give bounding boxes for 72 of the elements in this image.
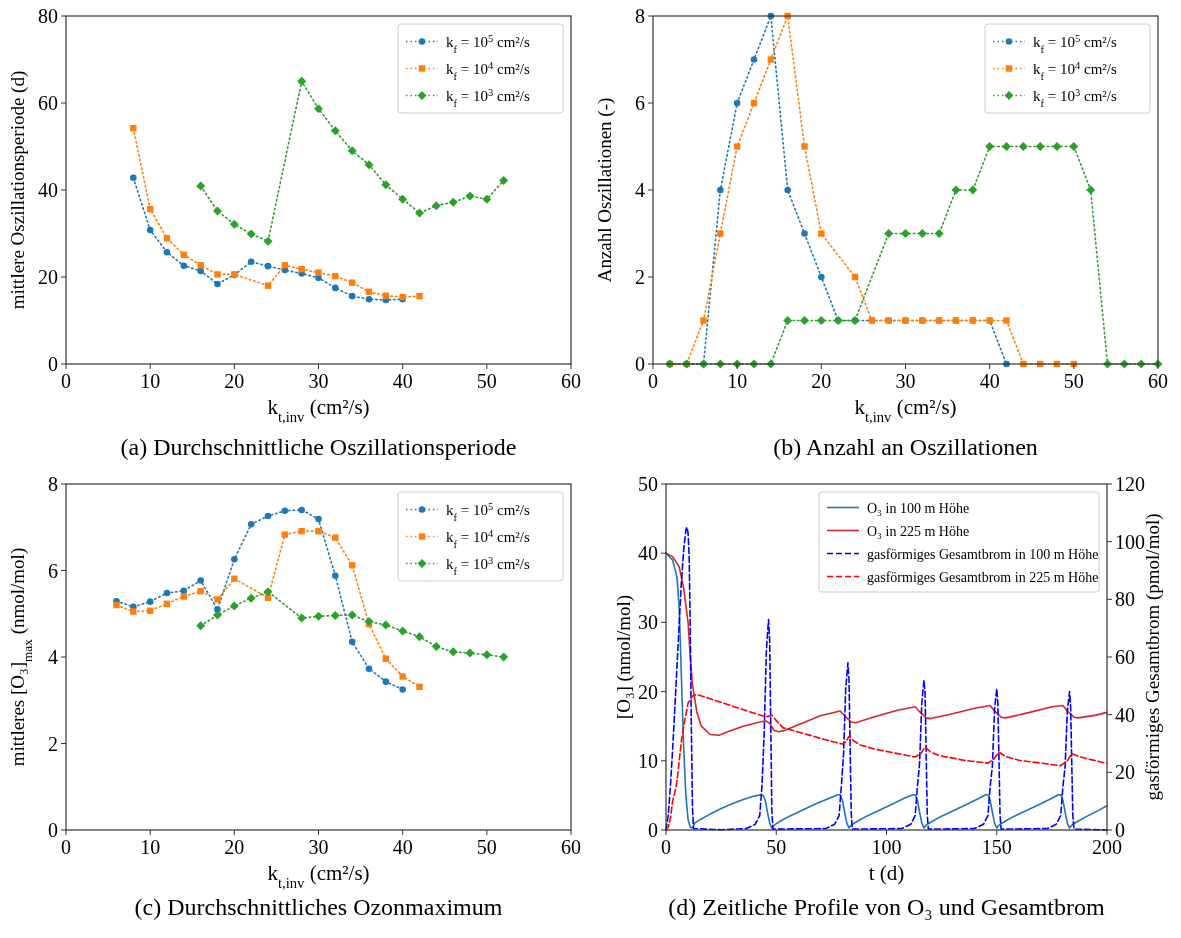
y-axis-title: Anzahl Oszillationen (-): [594, 97, 616, 283]
y-tick-label: 4: [48, 646, 58, 668]
y-tick-label: 10: [638, 749, 658, 772]
x-tick-label: 30: [308, 836, 329, 858]
x-tick-label: 40: [392, 836, 413, 858]
x-tick-label: 20: [811, 370, 832, 392]
x-tick-label: 20: [224, 370, 245, 392]
x-tick-label: 60: [1148, 370, 1168, 392]
y-tick-label: 0: [648, 819, 658, 841]
legend-label: k$_{f}$ = 10$^{5}$ cm²/s: [1033, 32, 1117, 54]
legend-label: k$_{f}$ = 10$^{4}$ cm²/s: [1033, 59, 1117, 81]
x-tick-label: 40: [392, 370, 413, 392]
y-tick-label: 8: [48, 473, 58, 495]
x-tick-label: 40: [979, 370, 1000, 392]
y-tick-label: 4: [635, 179, 645, 201]
y-tick-label: 8: [635, 5, 645, 27]
text: (a) Durchschnittliche Oszillationsperiode: [120, 434, 517, 460]
y-tick-label: 2: [635, 266, 645, 288]
x-axis-title: k$_{t,inv}$ (cm²/s): [267, 861, 370, 891]
legend-label: k$_{f}$ = 10$^{4}$ cm²/s: [446, 59, 530, 81]
x-tick-label: 150: [981, 836, 1012, 858]
y-axis-title: [O₃] (nmol/mol): [613, 594, 635, 720]
text: (b) Anzahl an Oszillationen: [773, 434, 1038, 460]
legend-label: gasförmiges Gesamtbrom in 100 m Höhe: [867, 546, 1099, 562]
y-tick-label: 40: [38, 179, 58, 201]
y-tick-label: 2: [48, 732, 58, 755]
x-tick-label: 60: [561, 836, 581, 858]
y-tick-label: 20: [38, 266, 58, 288]
y2-tick-label: 100: [1115, 530, 1145, 553]
legend-label: k$_{f}$ = 10$^{3}$ cm²/s: [446, 554, 530, 576]
y2-tick-label: 40: [1115, 703, 1135, 726]
legend-label: k$_{f}$ = 10$^{3}$ cm²/s: [1033, 86, 1117, 108]
text: (c) Durchschnittliches Ozonmaximum: [134, 894, 503, 920]
x-axis-title: t (d): [868, 861, 905, 885]
x-tick-label: 60: [561, 370, 581, 392]
x-tick-label: 10: [140, 836, 161, 858]
legend-label: k$_{f}$ = 10$^{5}$ cm²/s: [446, 32, 530, 54]
x-tick-label: 30: [895, 370, 916, 392]
x-tick-label: 20: [224, 836, 245, 858]
x-tick-label: 50: [476, 836, 497, 858]
y-tick-label: 60: [38, 92, 58, 114]
y-tick-label: 40: [638, 542, 658, 565]
y-tick-label: 6: [635, 92, 645, 114]
y-tick-label: 0: [48, 819, 58, 841]
x-axis-title: k$_{t,inv}$ (cm²/s): [854, 395, 957, 425]
legend-label: k$_{f}$ = 10$^{5}$ cm²/s: [446, 500, 530, 522]
x-tick-label: 30: [308, 370, 329, 392]
legend-label: O₃ in 225 m Höhe: [867, 523, 970, 539]
x-tick-label: 50: [1063, 370, 1084, 392]
y-axis-title: mittlere Oszillationsperiode (d): [7, 70, 29, 310]
y-tick-label: 50: [638, 473, 658, 495]
legend-label: O₃ in 100 m Höhe: [867, 500, 970, 516]
legend-label: gasförmiges Gesamtbrom in 225 m Höhe: [867, 569, 1099, 585]
y-tick-label: 80: [38, 5, 58, 27]
y-tick-label: 0: [48, 353, 58, 375]
legend-label: k$_{f}$ = 10$^{4}$ cm²/s: [446, 527, 530, 549]
text: (d) Zeitliche Profile von O₃ und Gesamtbrom: [668, 894, 1105, 920]
x-tick-label: 100: [871, 836, 902, 858]
y-tick-label: 30: [638, 611, 658, 634]
x-tick-label: 10: [727, 370, 748, 392]
y-tick-label: 6: [48, 559, 58, 582]
x-tick-label: 50: [766, 836, 787, 858]
x-tick-label: 10: [140, 370, 161, 392]
y2-tick-label: 80: [1115, 588, 1135, 611]
y-tick-label: 20: [638, 680, 658, 703]
legend-label: k$_{f}$ = 10$^{3}$ cm²/s: [446, 86, 530, 108]
y2-tick-label: 120: [1115, 473, 1145, 495]
y-tick-label: 0: [635, 353, 645, 375]
x-axis-title: k$_{t,inv}$ (cm²/s): [267, 395, 370, 425]
x-tick-label: 50: [476, 370, 497, 392]
y2-tick-label: 60: [1115, 646, 1135, 668]
y2-tick-label: 20: [1115, 761, 1135, 784]
